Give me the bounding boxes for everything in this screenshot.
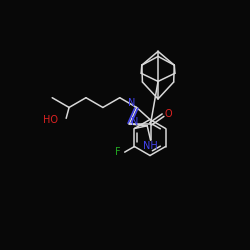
Text: N: N xyxy=(130,117,138,127)
Text: HO: HO xyxy=(43,114,58,124)
Text: O: O xyxy=(165,109,172,119)
Text: F: F xyxy=(115,147,120,157)
Text: N: N xyxy=(128,98,136,108)
Text: NH: NH xyxy=(143,142,158,152)
